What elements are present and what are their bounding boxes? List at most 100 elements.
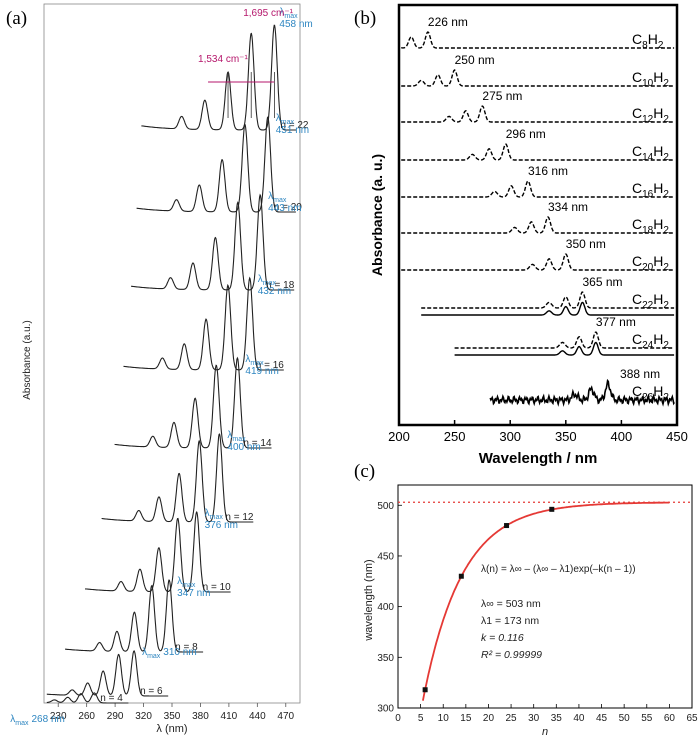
- panel-a-x-tick-label-1: 260: [78, 711, 95, 722]
- panel-b-curve-7: [421, 291, 675, 309]
- panel-c-x-tick-label-0: 0: [395, 713, 401, 724]
- panel-b-peak-label-3: 296 nm: [506, 127, 546, 141]
- panel-b-peak-label-9: 388 nm: [620, 367, 660, 381]
- panel-a-curve-3: [123, 276, 284, 371]
- panel-a-lambda-value-3: 432 nm: [258, 286, 291, 297]
- panel-b-frame: [397, 3, 679, 427]
- panel-a-x-tick-label-3: 320: [135, 711, 152, 722]
- panel-c-x-axis-label: n: [542, 726, 548, 738]
- panel-a-x-tick-label-8: 470: [277, 711, 294, 722]
- panel-b-curve-5: [401, 216, 675, 234]
- panel-c-point-2: [504, 523, 510, 529]
- panel-a-lambda-label-8: λmax 310 nm: [142, 647, 197, 660]
- panel-a-lambda-value-1: 451 nm: [276, 125, 309, 136]
- panel-b-x-tick-label-2: 300: [499, 429, 521, 444]
- panel-a-n-label-7: n = 8: [175, 642, 198, 653]
- panel-b-peak-label-1: 250 nm: [455, 53, 495, 67]
- panel-b-curves: 226 nm C8H2 250 nm C10H2 275 nm C12H2 296 nm C1…: [401, 15, 675, 408]
- panel-a-n-label-8: n = 6: [140, 686, 163, 697]
- panel-a: Absorbance (a.u.) λ (nm) 230 260 290 320 350…: [10, 3, 313, 735]
- panel-b-curve-0: [401, 31, 675, 49]
- panel-c-x-tick-label-8: 40: [573, 713, 585, 724]
- panel-a-curve-8: [46, 649, 169, 697]
- panel-b-peak-label-2: 275 nm: [482, 89, 522, 103]
- panel-c-point-3: [549, 506, 555, 512]
- panel-c-frame: [397, 484, 693, 709]
- panel-c-ticks: 0 5 10 15 20 25 30 35 40 45 50 55 60 65 300 350 400 450 50…: [377, 501, 698, 724]
- panel-b-curve-8: [454, 331, 675, 349]
- panel-b-curve-3: [401, 143, 675, 161]
- panel-b-formula-9: C26H2: [632, 383, 669, 403]
- panel-a-annot-1534: 1,534 cm⁻¹: [198, 54, 248, 65]
- panel-b-formula-6: C20H2: [632, 253, 669, 273]
- panel-b-peak-label-0: 226 nm: [428, 15, 468, 29]
- panel-a-n-label-9: n = 4: [100, 693, 123, 704]
- panel-a-curve-0: [141, 24, 296, 131]
- panel-b-curve-solid-7: [421, 301, 675, 316]
- panel-c-x-tick-label-10: 50: [619, 713, 631, 724]
- panel-a-x-tick-label-4: 350: [164, 711, 181, 722]
- panel-a-x-tick-label-7: 440: [249, 711, 266, 722]
- panel-a-curve-9: [46, 692, 129, 704]
- panel-b-formula-2: C12H2: [632, 105, 669, 125]
- panel-c-y-tick-label-1: 350: [377, 653, 394, 664]
- panel-a-x-ticks: 230 260 290 320 350 380 410 440 470: [50, 703, 295, 722]
- panel-c-label: (c): [354, 461, 375, 482]
- panel-c-x-tick-label-12: 60: [664, 713, 676, 724]
- panel-c-x-tick-label-13: 65: [686, 713, 698, 724]
- panel-a-n-label-4: n = 14: [243, 438, 272, 449]
- panel-b-curve-9: [489, 378, 675, 408]
- panel-a-annot-1695: 1,695 cm⁻¹: [243, 8, 293, 19]
- panel-a-n-label-1: n = 20: [274, 202, 303, 213]
- panel-a-lambda-value-2: 443 nm: [268, 203, 301, 214]
- panel-a-curve-5: [101, 433, 254, 523]
- panel-b-formula-1: C10H2: [632, 69, 669, 89]
- panel-a-curve-2: [130, 193, 295, 291]
- panel-a-lambda-value-0: 458 nm: [279, 19, 312, 30]
- panel-a-n-label-3: n = 16: [256, 360, 285, 371]
- panel-c-plot: [398, 501, 692, 701]
- panel-b-peak-label-8: 377 nm: [596, 315, 636, 329]
- panel-b-curve-4: [401, 180, 675, 198]
- panel-c-param-r2: R² = 0.99999: [481, 649, 542, 661]
- panel-a-curve-6: [84, 511, 231, 593]
- panel-b-x-ticks: 200 250 300 350 400 450: [388, 420, 688, 444]
- panel-b-peak-label-5: 334 nm: [548, 200, 588, 214]
- panel-a-lambda-value-4: 419 nm: [245, 366, 278, 377]
- panel-c-fit-curve: [422, 501, 670, 701]
- panel-b-curve-6: [401, 253, 675, 271]
- panel-b-curve-2: [401, 105, 675, 123]
- panel-b-peak-label-4: 316 nm: [528, 164, 568, 178]
- panel-c: wavelength (nm) n 0 5 10 15 20 25 30 35 40 45 50 55…: [363, 484, 698, 738]
- panel-c-y-axis-label: wavelength (nm): [363, 559, 375, 641]
- panel-a-lambda-value-7: 347 nm: [177, 588, 210, 599]
- panel-a-frame: [43, 3, 301, 704]
- panel-c-equation: λ(n) = λ∞ – (λ∞ – λ1)exp(–k(n – 1)): [481, 564, 636, 575]
- panel-a-lambda-value-5: 400 nm: [227, 442, 260, 453]
- panel-b-x-axis-label: Wavelength / nm: [479, 450, 598, 467]
- panel-a-x-axis-label: λ (nm): [156, 723, 187, 735]
- panel-c-x-tick-label-11: 55: [641, 713, 653, 724]
- panel-a-n-label-2: n = 18: [266, 280, 295, 291]
- panel-c-x-tick-label-7: 35: [551, 713, 563, 724]
- panel-c-param-lambda-1: λ1 = 173 nm: [481, 615, 539, 627]
- panel-c-point-1: [458, 573, 464, 579]
- panel-b-label: (b): [354, 8, 376, 29]
- panel-c-point-0: [422, 687, 428, 693]
- panel-c-x-tick-label-5: 25: [506, 713, 518, 724]
- panel-c-x-tick-label-9: 45: [596, 713, 608, 724]
- panel-b-y-axis-label: Absorbance (a. u.): [369, 154, 385, 276]
- panel-a-y-axis-label: Absorbance (a.u.): [22, 320, 33, 400]
- panel-a-lambda-label-9: λmax 268 nm: [10, 714, 65, 727]
- panel-a-curve-4: [114, 356, 272, 449]
- panel-b-x-tick-label-4: 400: [611, 429, 633, 444]
- panel-b-x-tick-label-1: 250: [444, 429, 466, 444]
- panel-c-y-tick-label-2: 400: [377, 602, 394, 613]
- panel-a-x-tick-label-5: 380: [192, 711, 209, 722]
- panel-b-x-tick-label-0: 200: [388, 429, 410, 444]
- panel-c-y-tick-label-3: 450: [377, 551, 394, 562]
- panel-b-formula-8: C24H2: [632, 331, 669, 351]
- panel-a-x-tick-label-6: 410: [221, 711, 238, 722]
- panel-c-param-k: k = 0.116: [481, 632, 524, 644]
